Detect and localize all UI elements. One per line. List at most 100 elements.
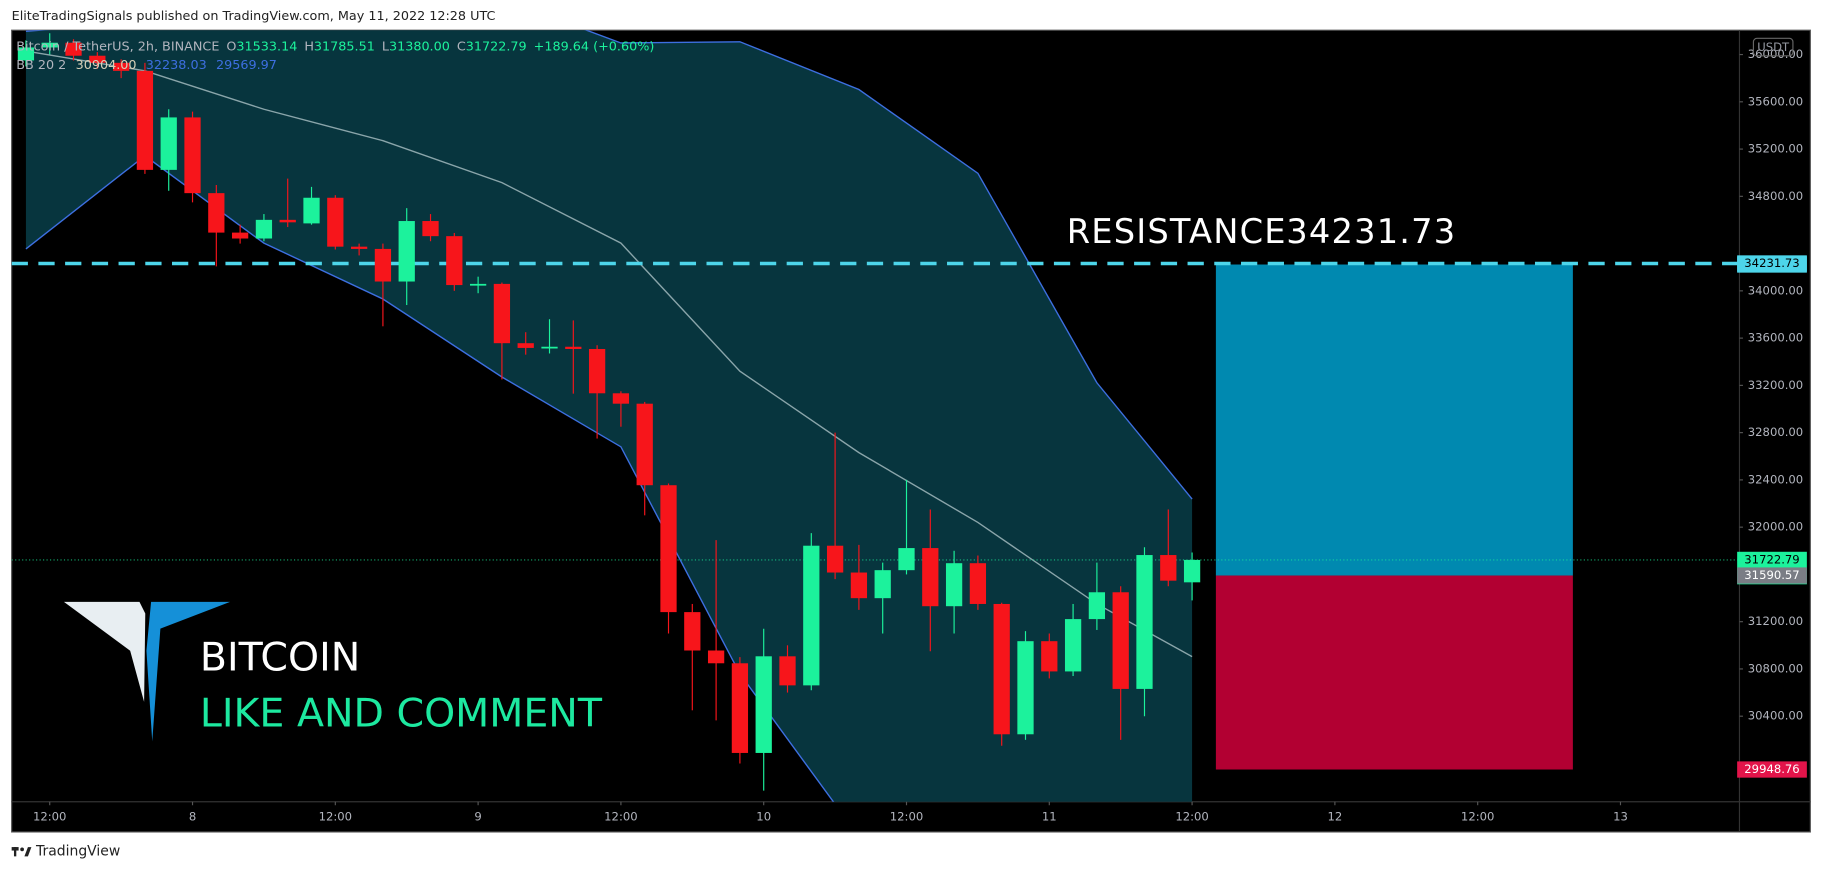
candle-body [327,197,344,247]
bollinger-upper [25,30,1193,500]
legend-ohlc-label: L [382,39,390,54]
legend-bb: BB 20 2 30904.00 32238.03 29569.97 [16,58,277,73]
candle-body [446,236,463,286]
candle-body [612,393,630,404]
x-tick-label: 13 [1613,809,1628,823]
candle-body [1160,555,1177,581]
footer: TradingView [35,844,120,860]
candle-body [136,70,154,170]
candle-body [1064,619,1082,672]
candle-body [755,656,772,753]
legend-bb-value: 30904.00 [76,58,137,73]
resistance-value: 34231.73 [1286,212,1456,251]
resistance-label: RESISTANCE [1067,212,1287,251]
x-tick-label: 11 [1042,809,1057,823]
price-badge-label: 34231.73 [1744,256,1799,270]
candle-body [374,248,392,282]
candle-body [707,650,725,664]
x-tick-label: 12:00 [604,809,637,823]
legend-ohlc-value: 31380.00 [389,39,450,54]
candle-body [493,283,511,344]
legend-bb-value: 29569.97 [216,58,277,73]
candle-body [1136,555,1153,689]
candle-body [969,563,987,604]
candle-body [1041,641,1058,672]
candle-body [255,219,273,239]
candle-body [279,219,296,223]
y-tick-label: 32800.00 [1748,425,1803,439]
legend-ohlc-label: C [457,39,466,54]
candle-body [541,346,558,349]
y-tick-label: 35600.00 [1748,94,1803,108]
candle-body [850,572,868,599]
candle-body [779,656,796,686]
candle-body [350,246,368,249]
watermark-subtitle: LIKE AND COMMENT [200,690,603,736]
position-loss [1215,575,1573,770]
candle-body [1183,559,1201,583]
candle-body [874,570,891,599]
candle-body [208,193,225,233]
y-tick-label: 32400.00 [1748,472,1803,486]
watermark-logo [63,601,231,742]
price-badge-label: 29948.76 [1744,762,1799,776]
candle-body [993,603,1010,735]
candle-body [731,663,749,753]
candle-body [636,403,653,486]
x-tick-label: 12:00 [1175,809,1208,823]
y-tick-label: 34800.00 [1748,189,1803,203]
candle-body [422,221,439,237]
legend-bb-label: BB 20 2 [16,58,66,73]
legend-change: +189.64 (+0.60%) [534,39,655,54]
candle-body [303,197,320,224]
x-tick-label: 10 [756,809,771,823]
y-tick-label: 32000.00 [1748,520,1803,534]
plot-area [11,30,1740,802]
candle-body [160,117,177,170]
footer-logo [11,847,32,857]
candle-body [398,221,415,282]
candle-body [826,545,844,573]
candle-body [89,55,106,63]
legend-bb-value: 32238.03 [146,58,207,73]
legend-ohlc-label: O [226,39,236,54]
currency-box [1752,37,1794,57]
candle-body [922,548,939,607]
position-profit [1215,264,1573,576]
currency: USDT [1757,40,1790,54]
x-tick-label: 12 [1327,809,1342,823]
candle-body [684,612,701,651]
candle-body [588,348,606,394]
candle-body [231,232,249,239]
candle-body [1112,592,1129,689]
candle-body [112,62,130,71]
candle-body [1088,592,1106,620]
legend-symbol: Bitcoin / TetherUS, 2h, BINANCE [16,39,219,54]
y-tick-label: 30800.00 [1748,661,1803,675]
logo-left [63,601,146,702]
candle-body [517,343,534,348]
x-tick-label: 12:00 [319,809,352,823]
candle-body [41,42,58,48]
bollinger-basis [25,50,1193,658]
watermark-title: BITCOIN [200,634,360,680]
candle-body [898,548,915,571]
legend-ohlc-value: 31722.79 [466,39,527,54]
header: EliteTradingSignals published on Trading… [12,9,496,24]
legend-ohlc: Bitcoin / TetherUS, 2h, BINANCE O31533.14… [16,39,654,54]
y-tick-label: 33200.00 [1748,378,1803,392]
candle-body [565,346,582,349]
y-tick-label: 33600.00 [1748,331,1803,345]
x-tick-label: 12:00 [890,809,923,823]
candle-body [17,47,35,61]
candle-body [660,485,677,613]
y-tick-label: 35200.00 [1748,142,1803,156]
legend-ohlc-label: H [304,39,314,54]
price-badge-label: 31722.79 [1744,552,1799,566]
price-badge-label: 31590.57 [1744,568,1799,582]
candle-body [803,545,820,686]
candle-body [184,117,201,194]
